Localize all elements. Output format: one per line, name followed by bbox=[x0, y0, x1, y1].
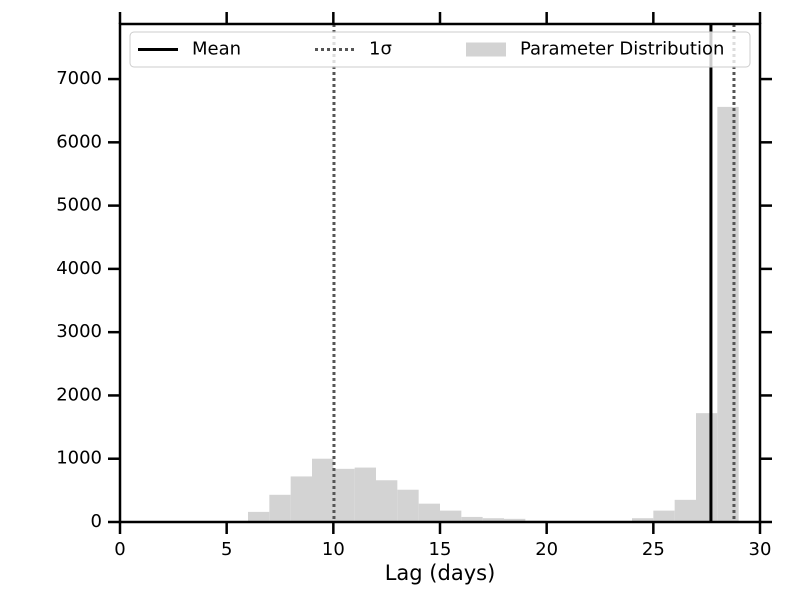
histogram-bar bbox=[696, 413, 718, 522]
histogram-bar bbox=[333, 468, 355, 522]
legend-hist-swatch bbox=[466, 42, 506, 57]
legend-label: Parameter Distribution bbox=[520, 39, 724, 60]
y-tick-label: 5000 bbox=[56, 195, 102, 216]
histogram-bar bbox=[312, 458, 334, 522]
y-tick-label: 1000 bbox=[56, 448, 102, 469]
legend-label: 1σ bbox=[369, 39, 392, 60]
y-tick-label: 3000 bbox=[56, 321, 102, 342]
y-tick-label: 0 bbox=[91, 511, 102, 532]
histogram-bar bbox=[248, 511, 270, 522]
y-tick-label: 2000 bbox=[56, 384, 102, 405]
x-tick-label: 25 bbox=[642, 539, 665, 560]
histogram-bar bbox=[440, 510, 462, 522]
histogram-bar bbox=[269, 494, 291, 522]
x-tick-label: 30 bbox=[749, 539, 772, 560]
histogram-bar bbox=[632, 518, 654, 522]
histogram-bar bbox=[461, 516, 483, 522]
y-tick-label: 4000 bbox=[56, 258, 102, 279]
histogram-bar bbox=[674, 499, 696, 522]
x-tick-label: 20 bbox=[535, 539, 558, 560]
histogram-bar bbox=[504, 518, 526, 522]
x-tick-label: 10 bbox=[322, 539, 345, 560]
x-tick-label: 0 bbox=[114, 539, 125, 560]
legend-box bbox=[129, 31, 751, 68]
histogram-bar bbox=[354, 467, 376, 522]
histogram-bar bbox=[418, 503, 440, 522]
y-tick-label: 7000 bbox=[56, 68, 102, 89]
histogram-bar bbox=[397, 489, 419, 522]
histogram-bar bbox=[482, 518, 504, 522]
y-tick-label: 6000 bbox=[56, 131, 102, 152]
histogram-bar bbox=[376, 480, 398, 522]
x-tick-label: 5 bbox=[221, 539, 232, 560]
x-axis-label: Lag (days) bbox=[385, 561, 496, 585]
histogram-bar bbox=[290, 476, 312, 522]
plot-frame bbox=[118, 22, 762, 524]
x-tick-label: 15 bbox=[429, 539, 452, 560]
legend-label: Mean bbox=[192, 39, 241, 60]
histogram-bar bbox=[653, 510, 675, 522]
